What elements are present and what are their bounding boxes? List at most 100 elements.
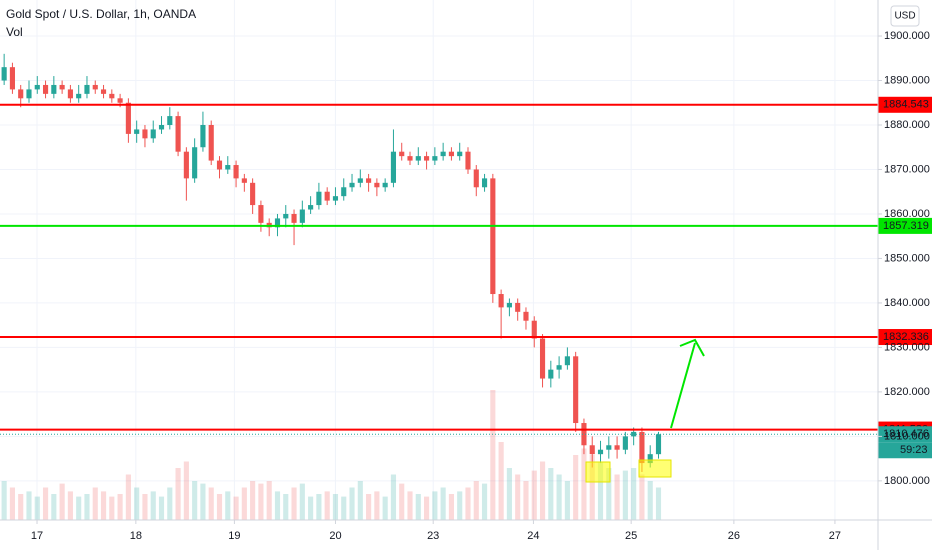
arrow-shaft <box>670 342 696 429</box>
y-tick-label: 1900.000 <box>884 30 930 42</box>
candle-body <box>67 89 73 99</box>
x-tick-label: 17 <box>31 530 43 542</box>
volume-bar <box>432 491 438 520</box>
volume-bar <box>109 496 115 520</box>
candle-body <box>109 93 115 99</box>
candle-body <box>76 93 82 99</box>
volume-bar <box>167 487 173 520</box>
volume-bar <box>465 487 471 520</box>
volume-bar <box>490 390 496 520</box>
x-tick-label: 20 <box>329 530 341 542</box>
candle-body <box>432 156 438 161</box>
volume-bar <box>382 496 388 520</box>
volume-bar <box>9 487 15 520</box>
candle-body <box>515 302 521 312</box>
volume-bar <box>515 474 521 520</box>
candle-body <box>399 151 405 157</box>
volume-bar <box>407 491 413 520</box>
volume-bar <box>332 494 339 520</box>
x-tick-label: 24 <box>527 530 539 542</box>
candle-body <box>597 449 604 455</box>
countdown-label: 59:23 <box>900 444 928 456</box>
candle-body <box>531 320 537 339</box>
volume-bar <box>556 474 562 520</box>
candle-body <box>564 356 570 366</box>
y-tick-label: 1860.000 <box>884 208 930 220</box>
volume-bar <box>655 487 662 520</box>
candle-body <box>175 116 181 152</box>
arrow <box>670 338 705 429</box>
volume-bar <box>216 494 223 520</box>
x-tick-label: 23 <box>427 530 439 542</box>
currency-label[interactable]: USD <box>894 11 915 22</box>
volume-bar <box>125 474 131 520</box>
levels: 1884.5431857.3191832.3361811.5301810.476… <box>0 96 932 459</box>
candle-body <box>581 423 587 446</box>
candle-body <box>308 205 314 210</box>
x-tick-label: 19 <box>228 530 240 542</box>
y-tick-label: 1840.000 <box>884 297 930 309</box>
candle-body <box>457 151 463 157</box>
candle-body <box>200 124 206 148</box>
candle-body <box>183 151 189 179</box>
y-tick-label: 1830.000 <box>884 341 930 353</box>
candle-body <box>142 129 148 139</box>
volume-bar <box>457 491 463 520</box>
volume-bar <box>324 491 330 520</box>
candle-body <box>539 338 546 379</box>
candle-body <box>374 182 380 188</box>
volume-bar <box>42 487 49 520</box>
volume-bar <box>548 468 554 520</box>
volume-bar <box>473 481 479 520</box>
volume-bar <box>415 494 421 520</box>
volume-bar <box>76 496 82 520</box>
volume-bar <box>18 494 24 520</box>
volume-bar <box>225 491 231 520</box>
volume-bar <box>84 494 90 520</box>
candle-body <box>92 84 98 90</box>
candle-body <box>51 84 57 94</box>
level-label-box <box>878 96 932 113</box>
volume-bar <box>539 461 546 520</box>
candle-body <box>390 151 397 183</box>
candle-body <box>1 67 7 81</box>
candle-body <box>573 356 579 424</box>
candle-body <box>589 445 595 455</box>
volume-bar <box>67 491 73 520</box>
candle-body <box>655 434 662 455</box>
candle-body <box>506 302 512 308</box>
volume-bar <box>100 491 107 520</box>
candle-body <box>614 445 620 450</box>
volume-bar <box>183 461 189 520</box>
volume-bar <box>622 470 628 520</box>
volume-bar <box>631 468 637 520</box>
candle-body <box>465 151 471 170</box>
volume-bar <box>506 468 512 520</box>
volume-bar <box>399 483 405 520</box>
volume-bar <box>606 468 612 520</box>
volume-bar <box>150 491 156 520</box>
candle-body <box>158 124 165 130</box>
currency-button[interactable] <box>890 5 920 27</box>
volume-bar <box>308 496 314 520</box>
volume-bar <box>589 455 595 520</box>
volume-bar <box>531 470 537 520</box>
volume-bar <box>366 494 372 520</box>
volume-bar <box>266 481 272 520</box>
candle-body <box>18 89 24 99</box>
candle-body <box>125 102 131 134</box>
volume-bar <box>142 494 148 520</box>
candle-body <box>250 182 256 206</box>
candle-body <box>316 191 322 206</box>
volume-bar <box>258 483 264 520</box>
volume-bar <box>283 494 289 520</box>
candle-body <box>548 369 554 379</box>
candle-body <box>490 178 496 295</box>
volume-bar <box>341 496 347 520</box>
candle-body <box>274 218 281 228</box>
volume-bar <box>614 474 620 520</box>
candle-body <box>498 294 504 308</box>
volume-bar <box>639 474 645 520</box>
